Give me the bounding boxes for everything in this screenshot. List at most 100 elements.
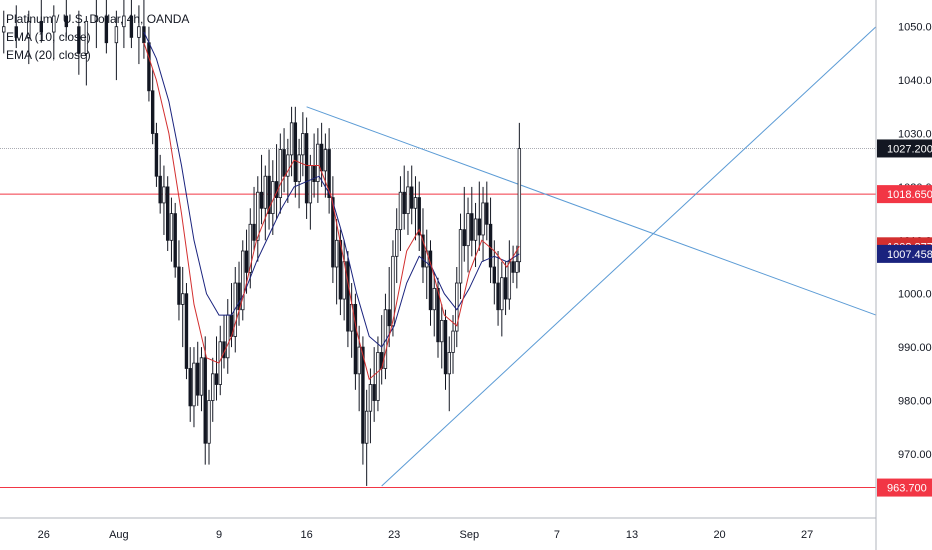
y-tick-label: 1030.000 xyxy=(898,129,932,141)
candle-body xyxy=(214,373,219,385)
x-tick-label: 16 xyxy=(300,529,312,541)
candle-body xyxy=(436,287,440,343)
x-tick-label: 7 xyxy=(554,529,560,541)
y-tick-label: 1000.000 xyxy=(898,289,932,301)
candle-body xyxy=(2,26,6,33)
candle-body xyxy=(391,255,395,327)
x-tick-label: 13 xyxy=(626,529,638,541)
candle-body xyxy=(252,223,256,241)
candle-body xyxy=(301,133,305,156)
candle-body xyxy=(451,330,455,353)
price-tag-label: 1007.458 xyxy=(887,249,932,261)
trendlines[interactable] xyxy=(306,26,877,487)
y-tick-label: 1040.000 xyxy=(898,75,932,87)
legend-ema10[interactable]: EMA (10, close) xyxy=(6,30,91,44)
x-tick-label: Sep xyxy=(459,529,479,541)
candle-body xyxy=(402,191,406,215)
candle-body xyxy=(376,352,380,401)
candle-body xyxy=(368,384,373,412)
x-tick-label: 20 xyxy=(713,529,725,541)
candle-body xyxy=(466,213,470,247)
trendline xyxy=(381,26,877,487)
legend-ema20[interactable]: EMA (20, close) xyxy=(6,48,91,62)
candle-body xyxy=(162,186,166,204)
candle-body xyxy=(104,15,109,44)
candle-body xyxy=(203,357,207,444)
candle-body xyxy=(282,149,286,177)
candle-body xyxy=(114,26,119,44)
candle-body xyxy=(357,346,361,375)
candle-body xyxy=(233,282,237,337)
candle-body xyxy=(150,90,155,134)
candle-body xyxy=(196,362,200,396)
y-tick-label: 980.000 xyxy=(898,396,932,408)
candle-body xyxy=(515,261,519,273)
candle-body xyxy=(289,122,294,156)
trendline xyxy=(306,106,877,316)
candle-body xyxy=(432,287,436,311)
candle-body xyxy=(188,368,192,407)
candle-body xyxy=(199,357,204,396)
ema-lines xyxy=(143,31,520,381)
candle-body xyxy=(297,154,301,182)
candle-body xyxy=(207,400,211,444)
candle-body xyxy=(485,202,489,225)
candle-body xyxy=(492,266,497,284)
price-tag-label: 963.700 xyxy=(887,483,927,495)
horizontal-lines[interactable] xyxy=(0,148,876,489)
y-tick-label: 970.000 xyxy=(898,449,932,461)
legend-title[interactable]: Platinum / U.S. Dollar, 4h, OANDA xyxy=(6,12,190,26)
candle-body xyxy=(177,266,181,305)
candle-body xyxy=(94,15,99,22)
candle-body xyxy=(503,277,508,300)
candle-body xyxy=(428,250,433,311)
candle-body xyxy=(316,143,320,182)
candle-body xyxy=(184,293,189,369)
candle-body xyxy=(158,175,162,204)
candle-body xyxy=(237,282,241,311)
candle-body xyxy=(211,373,215,401)
x-tick-label: 27 xyxy=(801,529,813,541)
candle-body xyxy=(39,20,43,33)
candle-body xyxy=(154,133,159,177)
candle-body xyxy=(473,218,478,241)
candle-body xyxy=(248,223,252,273)
candle-body xyxy=(122,15,126,28)
candle-body xyxy=(511,261,515,273)
candle-body xyxy=(267,175,271,215)
candle-body xyxy=(346,261,350,332)
x-tick-label: 23 xyxy=(388,529,400,541)
candle-body xyxy=(353,303,358,375)
candle-body xyxy=(259,191,264,209)
candle-body xyxy=(137,26,141,38)
candle-body xyxy=(256,191,260,241)
candle-body xyxy=(395,229,399,257)
candle-body xyxy=(458,229,463,284)
candle-body xyxy=(14,26,18,38)
candle-body xyxy=(481,202,485,236)
candle-body xyxy=(84,20,89,54)
candle-body xyxy=(278,149,283,198)
candle-body xyxy=(323,149,328,172)
candle-body xyxy=(241,250,245,311)
candle-body xyxy=(372,384,376,401)
candle-body xyxy=(334,239,339,268)
candle-body xyxy=(244,250,249,273)
candles xyxy=(2,0,522,486)
candle-body xyxy=(319,143,324,172)
ema10-line xyxy=(143,42,520,381)
x-tick-label: Aug xyxy=(109,529,129,541)
candle-body xyxy=(263,175,268,209)
y-tick-label: 990.000 xyxy=(898,342,932,354)
y-tick-label: 1050.000 xyxy=(898,22,932,34)
price-tag xyxy=(877,478,932,497)
candle-body xyxy=(413,197,418,209)
candle-body xyxy=(500,277,504,311)
price-tag xyxy=(877,244,932,263)
price-tag-label: 1027.200 xyxy=(887,143,932,155)
candle-body xyxy=(440,320,444,343)
